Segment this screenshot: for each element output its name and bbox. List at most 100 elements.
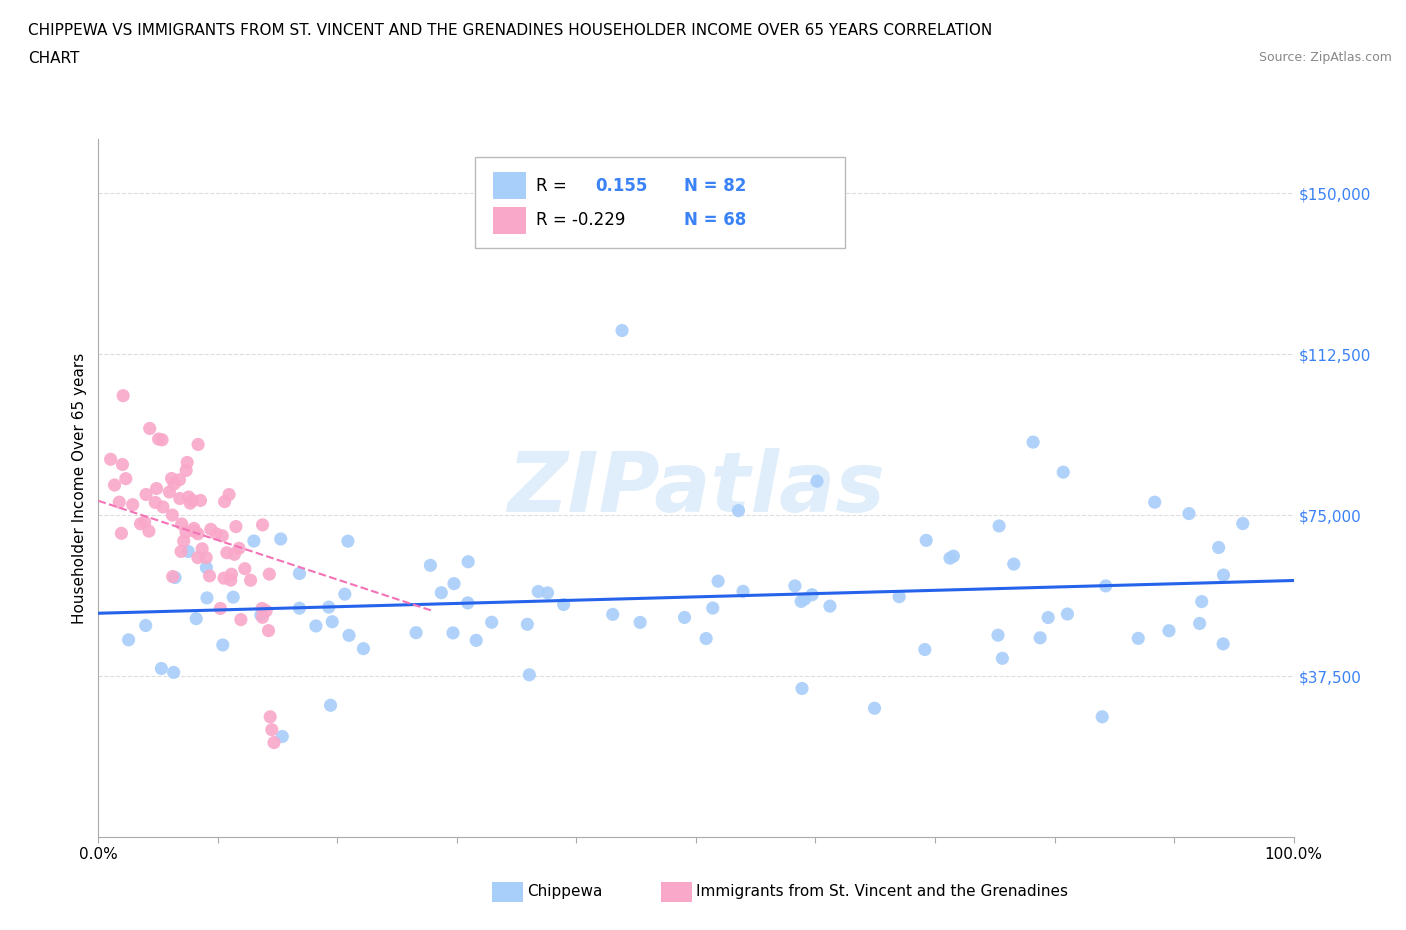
Point: [318, 600, 340, 615]
Point: [195, 560, 218, 575]
Point: [1091, 710, 1114, 724]
Text: R =: R =: [536, 177, 567, 194]
Point: [103, 478, 125, 493]
Point: [183, 521, 205, 536]
Point: [1157, 623, 1180, 638]
Point: [163, 476, 186, 491]
Point: [181, 493, 204, 508]
Point: [198, 568, 221, 583]
Point: [224, 547, 246, 562]
Point: [212, 571, 235, 586]
Point: [259, 710, 281, 724]
Point: [319, 698, 342, 712]
Point: [457, 595, 479, 610]
Point: [939, 551, 962, 565]
Text: Source: ZipAtlas.com: Source: ZipAtlas.com: [1258, 51, 1392, 64]
Point: [790, 594, 813, 609]
Point: [138, 524, 160, 538]
Point: [271, 729, 294, 744]
Point: [233, 561, 256, 576]
Point: [288, 601, 311, 616]
Point: [695, 631, 717, 646]
Point: [1052, 465, 1074, 480]
Point: [602, 607, 624, 622]
Point: [889, 590, 911, 604]
Point: [1022, 434, 1045, 449]
Point: [441, 626, 464, 641]
Point: [991, 651, 1014, 666]
Point: [135, 487, 157, 502]
Point: [152, 499, 174, 514]
Point: [250, 601, 273, 616]
Point: [162, 508, 184, 523]
Point: [1188, 616, 1211, 631]
Text: ZIPatlas: ZIPatlas: [508, 447, 884, 529]
Point: [419, 558, 441, 573]
Point: [174, 463, 197, 478]
Point: [405, 625, 427, 640]
Point: [1208, 540, 1230, 555]
Point: [159, 485, 181, 499]
Point: [176, 455, 198, 470]
Point: [250, 607, 273, 622]
Point: [179, 496, 201, 511]
Point: [200, 522, 222, 537]
Point: [1094, 578, 1116, 593]
Point: [145, 481, 167, 496]
Point: [170, 544, 193, 559]
Point: [183, 524, 205, 538]
Point: [553, 597, 575, 612]
Point: [169, 472, 191, 487]
Point: [143, 495, 166, 510]
Point: [288, 566, 311, 581]
Point: [1232, 516, 1254, 531]
Point: [214, 494, 236, 509]
Point: [219, 573, 242, 588]
Point: [793, 591, 815, 606]
Point: [177, 544, 200, 559]
Point: [254, 604, 277, 618]
Point: [333, 587, 356, 602]
Point: [517, 668, 540, 683]
Point: [1212, 567, 1234, 582]
Bar: [494, 207, 526, 233]
Point: [1143, 495, 1166, 510]
Point: [228, 541, 250, 556]
Point: [536, 585, 558, 600]
Point: [117, 632, 139, 647]
Point: [186, 611, 208, 626]
Point: [121, 498, 143, 512]
Point: [205, 526, 228, 541]
Point: [162, 569, 184, 584]
Point: [818, 599, 841, 614]
Point: [516, 617, 538, 631]
Point: [1191, 594, 1213, 609]
Point: [187, 551, 209, 565]
Point: [225, 519, 247, 534]
Point: [135, 618, 157, 633]
Point: [481, 615, 503, 630]
Point: [100, 452, 122, 467]
Point: [170, 516, 193, 531]
Point: [112, 388, 135, 403]
Point: [160, 471, 183, 485]
Point: [108, 495, 131, 510]
Point: [195, 551, 218, 565]
Point: [702, 601, 724, 616]
Point: [229, 612, 252, 627]
Point: [465, 633, 488, 648]
Point: [863, 701, 886, 716]
Text: Immigrants from St. Vincent and the Grenadines: Immigrants from St. Vincent and the Gren…: [696, 884, 1069, 899]
Point: [187, 526, 209, 541]
Point: [243, 534, 266, 549]
Point: [165, 570, 187, 585]
Text: CHART: CHART: [28, 51, 80, 66]
Point: [915, 533, 938, 548]
Bar: [494, 172, 526, 199]
FancyBboxPatch shape: [475, 157, 845, 247]
Point: [260, 723, 283, 737]
Text: 0.155: 0.155: [596, 177, 648, 194]
Point: [187, 437, 209, 452]
Point: [336, 534, 359, 549]
Point: [259, 566, 281, 581]
